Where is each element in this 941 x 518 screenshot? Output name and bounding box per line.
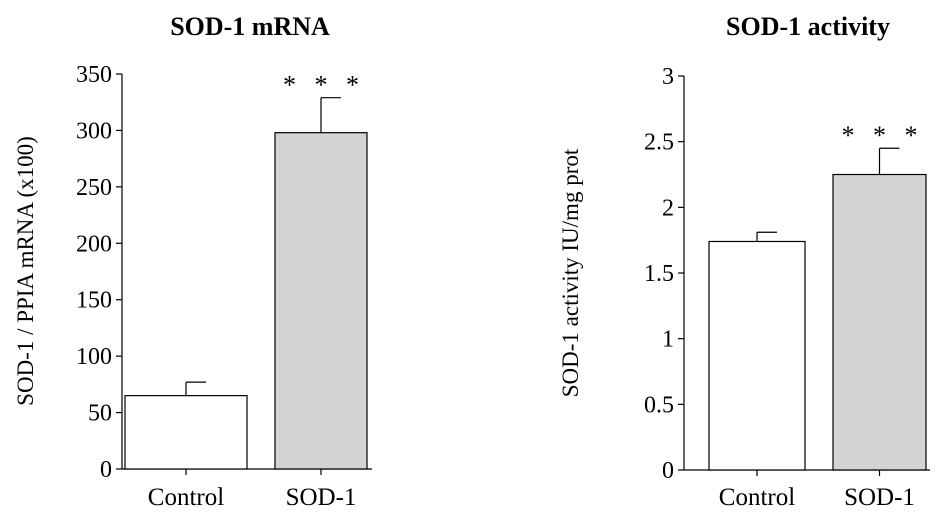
y-axis-label: SOD-1 activity IU/mg prot bbox=[558, 148, 583, 397]
y-tick-label: 100 bbox=[76, 344, 112, 370]
y-tick-label: 2.5 bbox=[644, 130, 674, 156]
y-ticks: 0 50 100 150 200 250 300 350 bbox=[76, 62, 372, 483]
category-labels: Control SOD-1 bbox=[148, 469, 357, 511]
significance-label: * * * bbox=[283, 71, 365, 100]
bar-control bbox=[708, 240, 806, 471]
y-tick-label: 1 bbox=[662, 327, 674, 353]
bars: * * * bbox=[124, 71, 368, 470]
bar-control bbox=[124, 395, 248, 470]
chart-title: SOD-1 mRNA bbox=[170, 12, 330, 41]
chart-panel-activity: SOD-1 activity SOD-1 activity IU/mg prot… bbox=[558, 12, 930, 511]
chart-panel-mrna: SOD-1 mRNA SOD-1 / PPIA mRNA (x100) 0 50 1… bbox=[13, 12, 372, 511]
y-tick-label: 350 bbox=[76, 62, 112, 88]
y-tick-label: 200 bbox=[76, 231, 112, 257]
y-tick-label: 0 bbox=[100, 457, 112, 483]
significance-label: * * * bbox=[842, 121, 924, 150]
category-label: SOD-1 bbox=[286, 484, 357, 511]
y-tick-label: 250 bbox=[76, 175, 112, 201]
y-tick-label: 0 bbox=[662, 458, 674, 484]
category-label: Control bbox=[148, 484, 224, 511]
y-tick-label: 0.5 bbox=[644, 392, 674, 418]
bar-sod-1 bbox=[832, 173, 927, 471]
y-tick-label: 1.5 bbox=[644, 261, 674, 287]
y-tick-label: 2 bbox=[662, 195, 674, 221]
category-label: SOD-1 bbox=[844, 484, 915, 511]
y-axis-label: SOD-1 / PPIA mRNA (x100) bbox=[13, 136, 38, 406]
y-ticks: 0 0.5 1 1.5 2 2.5 3 bbox=[644, 64, 930, 484]
category-label: Control bbox=[719, 484, 795, 511]
y-tick-label: 50 bbox=[88, 401, 112, 427]
bar-sod-1 bbox=[274, 132, 368, 470]
bars: * * * bbox=[708, 121, 927, 471]
chart-title: SOD-1 activity bbox=[726, 12, 890, 41]
y-tick-label: 150 bbox=[76, 288, 112, 314]
y-tick-label: 3 bbox=[662, 64, 674, 90]
category-labels: Control SOD-1 bbox=[719, 470, 915, 511]
y-tick-label: 300 bbox=[76, 118, 112, 144]
